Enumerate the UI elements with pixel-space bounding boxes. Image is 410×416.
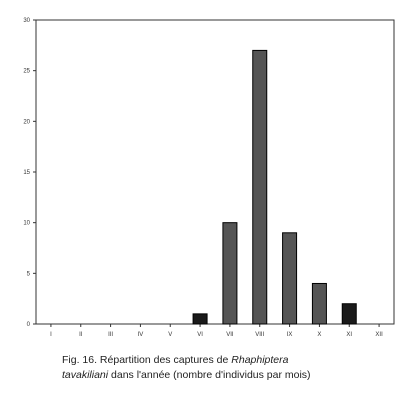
x-tick-label-VI: VI [197,332,203,338]
x-tick-label-XII: XII [375,332,383,338]
y-tick-label: 0 [27,322,31,328]
bar-VII [222,222,238,325]
y-tick-label: 5 [27,271,31,277]
x-tick-label-IV: IV [138,332,144,338]
x-tick-label-I: I [50,332,52,338]
bar-IX [282,232,298,325]
chart-container: 0 5 10 15 20 25 30 I II III IV V VI VII VIII IX X XI XII [8,6,402,346]
y-tick-label: 15 [23,170,30,176]
bar-XI [341,303,357,325]
x-tick-label-IX: IX [287,332,293,338]
y-tick-label: 30 [23,18,30,24]
caption-species-epithet: tavakiliani [62,369,109,381]
caption-suffix: dans l'année (nombre d'individus par moi… [108,369,311,381]
x-tick-label-II: II [79,332,83,338]
y-tick-label: 25 [23,69,30,75]
x-tick-label-X: X [317,332,321,338]
caption-prefix: Fig. 16. Répartition des captures de [62,354,232,366]
caption-species-genus: Rhaphiptera [231,354,289,366]
bar-VIII [252,49,268,325]
figure-caption: Fig. 16. Répartition des captures de Rha… [62,353,402,383]
plot-frame [35,19,395,325]
bar-VI [192,313,208,325]
y-tick-label: 20 [23,119,30,125]
x-tick-label-III: III [108,332,113,338]
bar-X [311,282,327,325]
y-tick-label: 10 [23,221,30,227]
x-tick-label-V: V [168,332,172,338]
x-tick-label-VII: VII [226,332,234,338]
x-tick-label-XI: XI [346,332,352,338]
x-tick-label-VIII: VIII [255,332,264,338]
